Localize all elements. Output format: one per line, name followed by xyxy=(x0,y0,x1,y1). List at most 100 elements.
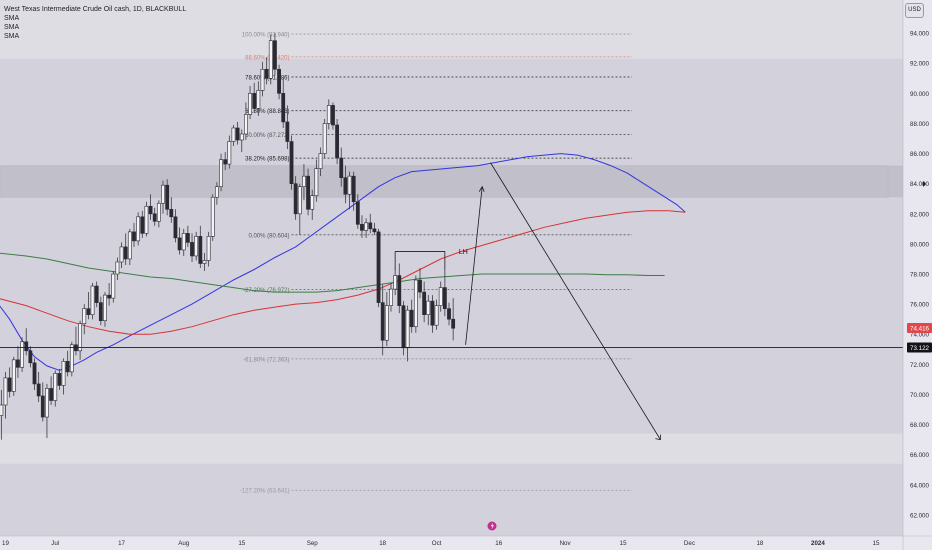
candle-body xyxy=(190,242,194,257)
y-tick-label: 70.000 xyxy=(910,392,929,399)
candle xyxy=(148,194,153,220)
candle xyxy=(127,228,132,265)
candle-body xyxy=(69,344,74,373)
price-axis-bg[interactable] xyxy=(903,0,932,550)
candle xyxy=(364,218,369,238)
candle xyxy=(347,171,352,210)
candle xyxy=(331,102,335,130)
candle xyxy=(322,118,327,159)
chart-legend: West Texas Intermediate Crude Oil cash, … xyxy=(4,5,186,41)
candle-body xyxy=(140,216,145,234)
lh-annotation: LH xyxy=(459,249,468,256)
candle-body xyxy=(297,186,302,215)
candle xyxy=(306,168,310,216)
candle xyxy=(326,99,331,130)
candle-body xyxy=(235,127,240,141)
candle xyxy=(405,305,410,362)
candle xyxy=(430,295,435,333)
candlestick-series xyxy=(0,33,456,440)
fibonacci-retracement[interactable]: 100.00% (93.940)88.60% (92.420)78.60% (9… xyxy=(240,33,632,495)
axis-marker-icon xyxy=(923,181,926,187)
candle-body xyxy=(98,302,103,321)
projection-down-arrow[interactable] xyxy=(490,162,661,440)
candle-body xyxy=(405,309,410,349)
x-tick-label: 16 xyxy=(495,540,502,547)
candle xyxy=(7,367,12,398)
fib-label-5: 38.20% (85.698) xyxy=(245,157,289,163)
candle-body xyxy=(0,404,4,416)
candle xyxy=(438,281,443,312)
candle-body xyxy=(318,153,323,169)
candle-body xyxy=(326,105,331,124)
candle xyxy=(335,118,340,165)
candle-body xyxy=(173,216,178,239)
candle xyxy=(3,371,8,419)
candle-body xyxy=(426,300,431,315)
candle-body xyxy=(53,373,58,401)
candle xyxy=(297,183,302,235)
candle xyxy=(422,281,427,323)
candle xyxy=(447,302,451,326)
candle-body xyxy=(136,216,141,242)
sma-legend-1[interactable]: SMA xyxy=(4,15,20,22)
candle xyxy=(20,337,24,372)
candle xyxy=(368,213,373,234)
time-axis-bg[interactable] xyxy=(0,536,932,550)
candle-body xyxy=(335,124,340,159)
candle-body xyxy=(322,123,327,154)
candle xyxy=(442,269,447,317)
y-tick-label: 72.000 xyxy=(910,362,929,369)
candle xyxy=(451,298,456,341)
candle-body xyxy=(181,233,186,251)
currency-button[interactable]: USD xyxy=(905,3,924,18)
candle xyxy=(194,231,199,261)
candle-body xyxy=(57,373,62,386)
drawing-tools[interactable]: LH xyxy=(0,162,903,441)
candle-body xyxy=(16,359,20,368)
candle xyxy=(273,33,277,76)
candle xyxy=(235,121,240,145)
candle xyxy=(49,376,53,406)
candle-body xyxy=(194,236,199,257)
projection-up-arrow[interactable] xyxy=(465,186,483,345)
sma-legend-2[interactable]: SMA xyxy=(4,24,20,31)
candle xyxy=(372,222,377,235)
candle xyxy=(36,371,41,402)
candle-body xyxy=(277,68,281,94)
candle-body xyxy=(169,208,174,218)
y-tick-label: 78.000 xyxy=(910,272,929,279)
candle xyxy=(45,383,49,439)
candle-body xyxy=(285,121,290,142)
candle-body xyxy=(273,40,277,70)
level-price-tag xyxy=(907,342,932,353)
candle-body xyxy=(90,285,95,315)
candle xyxy=(24,328,29,356)
candle-body xyxy=(223,159,228,165)
candle-body xyxy=(78,323,83,352)
candle-body xyxy=(152,213,157,222)
y-tick-label: 86.000 xyxy=(910,151,929,158)
candle xyxy=(144,201,149,237)
candle xyxy=(285,105,290,150)
arrow-head-down xyxy=(655,434,661,441)
candle-body xyxy=(430,300,435,326)
x-tick-label: Nov xyxy=(560,540,572,547)
candle xyxy=(409,299,414,333)
candle xyxy=(310,189,315,220)
candle xyxy=(289,135,294,190)
x-tick-label: 15 xyxy=(238,540,245,547)
candle xyxy=(140,210,145,238)
candle xyxy=(281,78,286,128)
y-tick-label: 66.000 xyxy=(910,452,929,459)
candle-body xyxy=(127,231,132,260)
candle-body xyxy=(202,260,207,264)
candle-body xyxy=(219,159,223,187)
y-tick-label: 64.000 xyxy=(910,482,929,489)
candle xyxy=(343,165,348,204)
sma-legend-3[interactable]: SMA xyxy=(4,33,20,40)
x-tick-label: Aug xyxy=(178,540,190,547)
candle xyxy=(61,358,66,395)
candle-body xyxy=(239,133,244,141)
candle-body xyxy=(132,231,136,242)
